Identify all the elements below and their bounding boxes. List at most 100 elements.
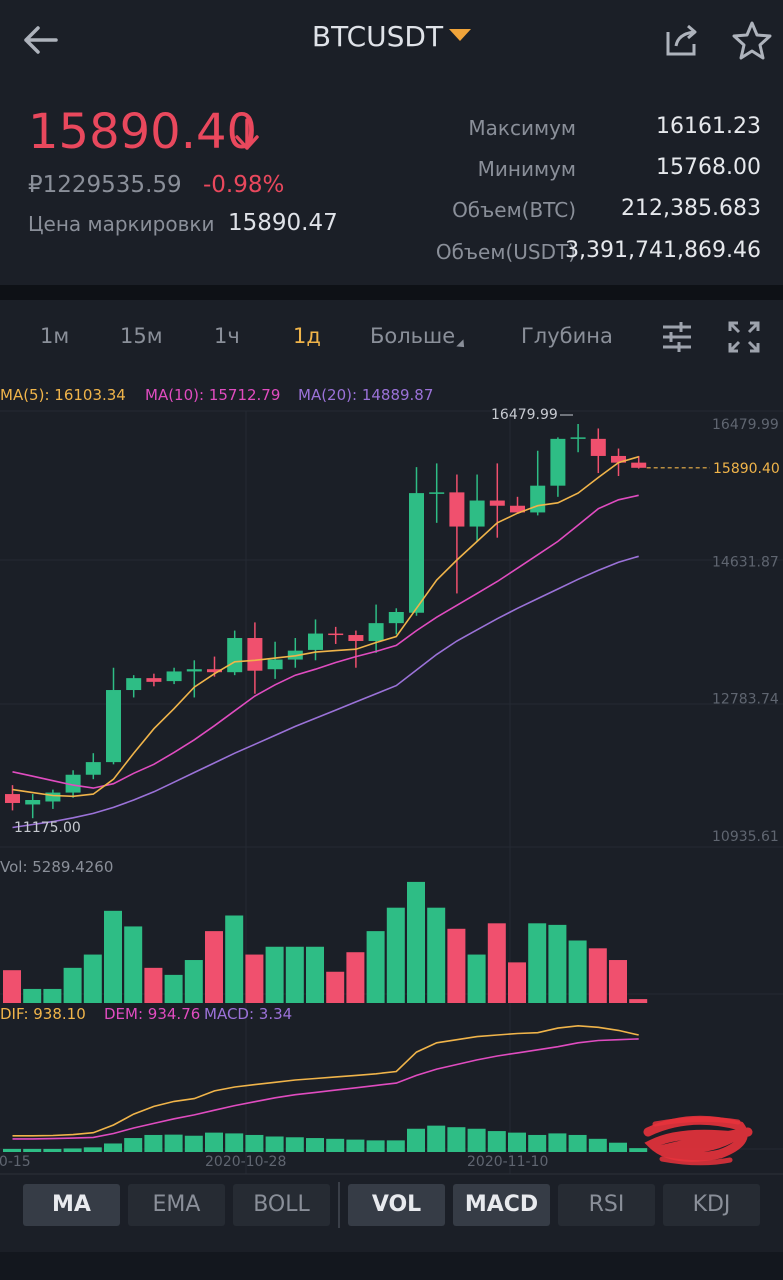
dif-legend: DIF: 938.10 (0, 1005, 86, 1023)
volume-bar (124, 926, 143, 1003)
candle-body (166, 671, 182, 682)
settings-sliders-icon[interactable] (660, 320, 694, 354)
scribble-mark (643, 1115, 753, 1162)
candle-body (5, 794, 20, 803)
macd-hist-bar (225, 1133, 244, 1152)
dif-line (12, 1024, 639, 1137)
candle-body (368, 623, 384, 641)
volume-bar (285, 946, 304, 1003)
volume-bar (104, 910, 122, 1003)
indicator-boll[interactable]: BOLL (233, 1184, 330, 1226)
candle-body (267, 659, 283, 670)
candle-body (611, 455, 626, 463)
volume-bar (467, 954, 486, 1003)
tab-depth[interactable]: Глубина (521, 324, 613, 348)
tab-more-label: Больше (370, 324, 456, 348)
indicator-ema[interactable]: EMA (128, 1184, 225, 1226)
volume-bar (386, 907, 405, 1003)
candle-body (328, 633, 344, 636)
x-tick-label: 10-15 (0, 1154, 31, 1170)
volume-bar (528, 923, 547, 1003)
volume-bar (346, 952, 365, 1003)
dem-line (12, 1038, 639, 1140)
volume-bar (609, 960, 627, 1003)
mark-price-label: Цена маркировки (28, 212, 215, 236)
tab-1d[interactable]: 1д (293, 324, 321, 348)
indicator-ma[interactable]: MA (23, 1184, 120, 1226)
volume-bar (548, 924, 567, 1003)
volume-bar (265, 946, 284, 1003)
volume-bar (326, 971, 345, 1003)
volume-bar (43, 988, 62, 1003)
share-icon[interactable] (660, 18, 704, 62)
macd-hist-bar (144, 1134, 163, 1152)
candle-body (510, 505, 525, 513)
ma5-legend: MA(5): 16103.34 (0, 386, 126, 404)
macd-hist-bar (164, 1134, 183, 1152)
high-label: Максимум (468, 116, 576, 140)
low-price-label: 11175.00 (14, 820, 81, 836)
macd-hist-bar (205, 1132, 223, 1152)
fullscreen-icon[interactable] (727, 320, 761, 354)
tab-15m[interactable]: 15м (120, 324, 163, 348)
volume-bar (83, 954, 102, 1003)
candle-body (227, 638, 243, 673)
candle-body (348, 635, 364, 641)
volume-bar (508, 962, 526, 1003)
volume-bar (487, 923, 506, 1003)
volume-bar (205, 931, 223, 1003)
macd-hist-bar (285, 1137, 304, 1152)
bottom-band (0, 1252, 783, 1280)
last-price: 15890.40 (28, 104, 258, 160)
arrow-left-icon[interactable] (18, 18, 62, 62)
volume-bar (245, 954, 264, 1003)
star-icon[interactable] (730, 18, 774, 62)
indicator-vol[interactable]: VOL (348, 1184, 445, 1226)
candle-body (550, 438, 566, 486)
arrow-down-icon (235, 118, 259, 150)
candle-body (409, 493, 424, 613)
chart-canvas[interactable]: 16479.99 14631.87 12783.74 10935.61 10-15 202… (0, 374, 783, 1178)
macd-hist-bar (104, 1143, 122, 1152)
indicator-rsi[interactable]: RSI (558, 1184, 655, 1226)
candle-body (631, 462, 647, 468)
ma10-line (12, 494, 639, 789)
candle-body (126, 678, 142, 691)
candle-body (590, 438, 606, 456)
volume-bar (366, 931, 385, 1003)
macd-hist-bar (346, 1139, 365, 1152)
macd-hist-bar (184, 1135, 203, 1152)
macd-hist-bar (427, 1125, 446, 1152)
macd-hist-bar (467, 1128, 486, 1152)
macd-hist-bar (245, 1134, 264, 1152)
macd-hist-bar (43, 1148, 62, 1152)
candle-body (489, 500, 505, 506)
volume-btc-label: Объем(BTC) (452, 198, 576, 222)
candle-body (429, 492, 445, 494)
candle-body (146, 678, 162, 682)
tab-1m[interactable]: 1м (40, 324, 70, 348)
macd-hist-bar (528, 1134, 547, 1152)
macd-hist-bar (386, 1140, 405, 1152)
mark-price-value: 15890.47 (228, 210, 338, 236)
kline-chart[interactable]: 16479.99 14631.87 12783.74 10935.61 10-15 202… (0, 374, 783, 1178)
dropdown-caret-icon (456, 339, 468, 351)
macd-hist-bar (487, 1131, 506, 1152)
indicator-kdj[interactable]: KDJ (663, 1184, 760, 1226)
tab-1h[interactable]: 1ч (214, 324, 240, 348)
candle-body (106, 690, 121, 763)
x-tick-label: 2020-11-10 (467, 1154, 548, 1170)
indicator-macd[interactable]: MACD (453, 1184, 550, 1226)
symbol-label: BTCUSDT (311, 20, 444, 53)
macd-hist-bar (447, 1127, 466, 1152)
low-value: 15768.00 (656, 155, 761, 180)
symbol-title[interactable]: BTCUSDT (0, 20, 783, 53)
tab-more[interactable]: Больше (370, 324, 468, 351)
y-tick-label: 16479.99 (712, 417, 779, 433)
indicator-bar: MA EMA BOLL VOL MACD RSI KDJ (0, 1178, 783, 1252)
indicator-divider (338, 1182, 340, 1228)
candle-body (308, 633, 323, 650)
high-value: 16161.23 (656, 114, 761, 139)
volume-bar (588, 948, 607, 1003)
candle-body (570, 437, 586, 439)
